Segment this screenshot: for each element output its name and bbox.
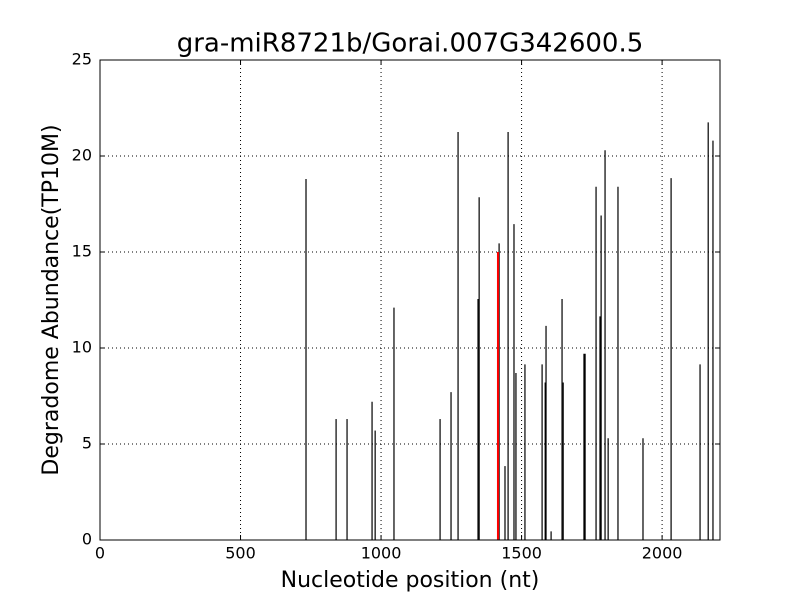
plot-area: 0 5 10 15 20 25 0 500 1000 1500 2000 xyxy=(72,50,721,563)
x-tick-label: 1000 xyxy=(361,544,402,563)
x-tick-label: 1500 xyxy=(501,544,542,563)
y-tick-label: 15 xyxy=(72,242,92,261)
x-tick-label: 500 xyxy=(225,544,256,563)
y-tick-label: 0 xyxy=(82,530,92,549)
chart-title: gra-miR8721b/Gorai.007G342600.5 xyxy=(177,29,644,59)
x-tick-label: 0 xyxy=(95,544,105,563)
x-tick-label: 2000 xyxy=(642,544,683,563)
x-axis-label: Nucleotide position (nt) xyxy=(281,568,540,593)
y-axis-label: Degradome Abundance(TP10M) xyxy=(39,124,64,475)
y-tick-label: 20 xyxy=(72,146,92,165)
plot-frame xyxy=(99,59,721,541)
y-tick-label: 25 xyxy=(72,50,92,69)
y-tick-label: 5 xyxy=(82,434,92,453)
y-tick-label: 10 xyxy=(72,338,92,357)
